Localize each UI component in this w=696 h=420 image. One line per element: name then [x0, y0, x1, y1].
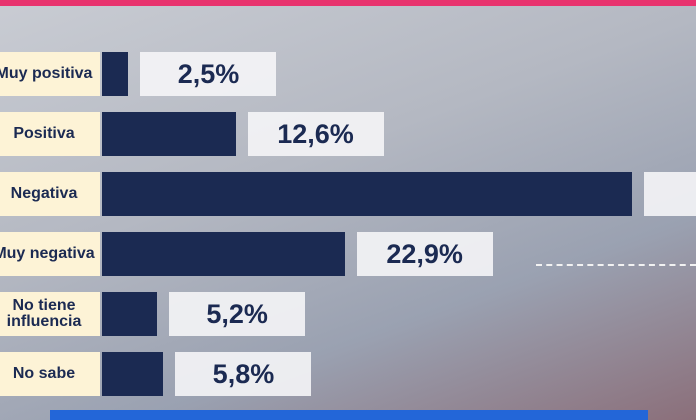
category-label: Negativa	[0, 172, 100, 216]
category-label: Muy negativa	[0, 232, 100, 276]
value-label: 2,5%	[140, 52, 277, 96]
top-strip	[0, 0, 696, 6]
bar	[102, 292, 158, 336]
bar	[102, 352, 164, 396]
category-label: Positiva	[0, 112, 100, 156]
category-label: Muy positiva	[0, 52, 100, 96]
dashed-line	[536, 264, 696, 266]
category-label: No tiene influencia	[0, 292, 100, 336]
value-label: 50	[643, 172, 696, 216]
value-label: 5,2%	[169, 292, 306, 336]
bar	[102, 52, 129, 96]
value-label: 22,9%	[356, 232, 493, 276]
category-label: No sabe	[0, 352, 100, 396]
bar	[102, 112, 236, 156]
bar	[102, 172, 632, 216]
value-label: 12,6%	[247, 112, 384, 156]
bottom-strip	[50, 410, 648, 420]
value-label: 5,8%	[175, 352, 312, 396]
bar	[102, 232, 345, 276]
